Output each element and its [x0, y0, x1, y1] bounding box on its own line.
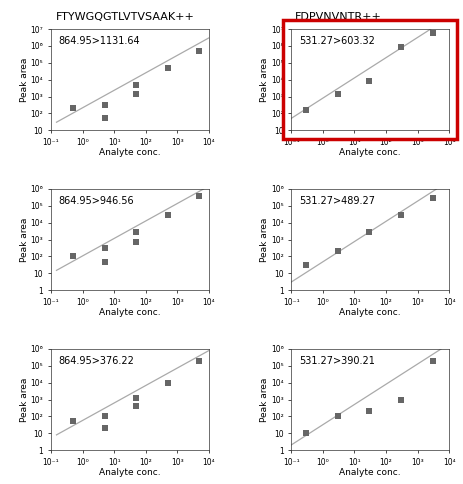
- Point: [69, 253, 77, 260]
- Point: [164, 64, 171, 72]
- Text: 864.95>376.22: 864.95>376.22: [59, 356, 135, 366]
- Point: [69, 418, 77, 425]
- Point: [101, 115, 108, 122]
- Y-axis label: Peak area: Peak area: [20, 58, 29, 102]
- Point: [132, 238, 140, 246]
- Point: [302, 429, 310, 437]
- Point: [366, 227, 373, 235]
- Point: [397, 211, 405, 219]
- Text: 864.95>1131.64: 864.95>1131.64: [59, 36, 140, 46]
- Point: [132, 394, 140, 402]
- Point: [69, 105, 77, 112]
- Point: [164, 211, 171, 219]
- Point: [101, 102, 108, 109]
- Point: [196, 47, 203, 55]
- X-axis label: Analyte conc.: Analyte conc.: [339, 148, 401, 157]
- Y-axis label: Peak area: Peak area: [260, 217, 269, 262]
- Text: 531.27>489.27: 531.27>489.27: [299, 196, 375, 206]
- Y-axis label: Peak area: Peak area: [20, 217, 29, 262]
- Point: [429, 194, 436, 202]
- Point: [334, 412, 342, 420]
- X-axis label: Analyte conc.: Analyte conc.: [99, 308, 161, 317]
- Text: 531.27>390.21: 531.27>390.21: [299, 356, 375, 366]
- Y-axis label: Peak area: Peak area: [260, 378, 269, 422]
- Point: [366, 408, 373, 415]
- Point: [101, 257, 108, 265]
- Point: [334, 90, 342, 97]
- Point: [397, 43, 405, 50]
- Point: [334, 247, 342, 255]
- Point: [196, 192, 203, 199]
- Text: FDPVNVNTR++: FDPVNVNTR++: [294, 12, 382, 22]
- Point: [397, 395, 405, 403]
- Point: [132, 90, 140, 97]
- Point: [101, 244, 108, 252]
- Point: [196, 357, 203, 364]
- Point: [302, 106, 310, 114]
- Point: [429, 29, 436, 37]
- Text: 864.95>946.56: 864.95>946.56: [59, 196, 134, 206]
- Text: FTYWGQGTLVTVSAAK++: FTYWGQGTLVTVSAAK++: [56, 12, 194, 22]
- Point: [132, 402, 140, 410]
- Point: [132, 81, 140, 89]
- X-axis label: Analyte conc.: Analyte conc.: [99, 468, 161, 477]
- Y-axis label: Peak area: Peak area: [260, 58, 269, 102]
- Y-axis label: Peak area: Peak area: [20, 378, 29, 422]
- X-axis label: Analyte conc.: Analyte conc.: [99, 148, 161, 157]
- Text: 531.27>603.32: 531.27>603.32: [299, 36, 375, 46]
- Point: [101, 412, 108, 420]
- Point: [164, 379, 171, 387]
- Point: [302, 261, 310, 269]
- Point: [132, 227, 140, 235]
- Point: [101, 424, 108, 432]
- Point: [429, 357, 436, 364]
- Point: [366, 77, 373, 85]
- X-axis label: Analyte conc.: Analyte conc.: [339, 308, 401, 317]
- X-axis label: Analyte conc.: Analyte conc.: [339, 468, 401, 477]
